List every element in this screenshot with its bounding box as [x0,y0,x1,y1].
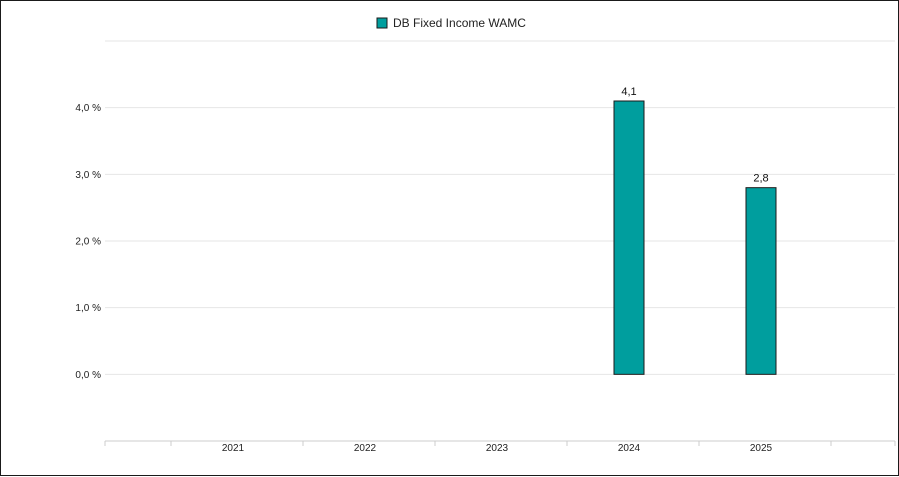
bars-layer [613,100,777,375]
bar [745,187,777,375]
y-tick-label: 2,0 % [75,237,101,248]
legend-swatch [376,17,388,29]
x-tick-label: 2021 [222,443,245,454]
x-tick-label: 2022 [354,443,377,454]
x-tick-label: 2025 [750,443,773,454]
grid-layer [105,40,895,375]
bar [613,100,645,375]
x-axis [104,440,896,446]
y-tick-label: 0,0 % [75,370,101,381]
legend-label: DB Fixed Income WAMC [393,16,526,30]
x-tick-label: 2024 [618,443,641,454]
legend[interactable]: DB Fixed Income WAMC [376,16,526,30]
data-label: 4,1 [621,86,636,98]
y-tick-label: 1,0 % [75,303,101,314]
y-tick-label: 4,0 % [75,103,101,114]
labels-layer: 0,0 % 1,0 % 2,0 % 3,0 % 4,0 % 2021 2022 2023 202… [75,86,772,454]
y-tick-label: 3,0 % [75,170,101,181]
x-tick-label: 2023 [486,443,509,454]
data-label: 2,8 [753,173,768,185]
